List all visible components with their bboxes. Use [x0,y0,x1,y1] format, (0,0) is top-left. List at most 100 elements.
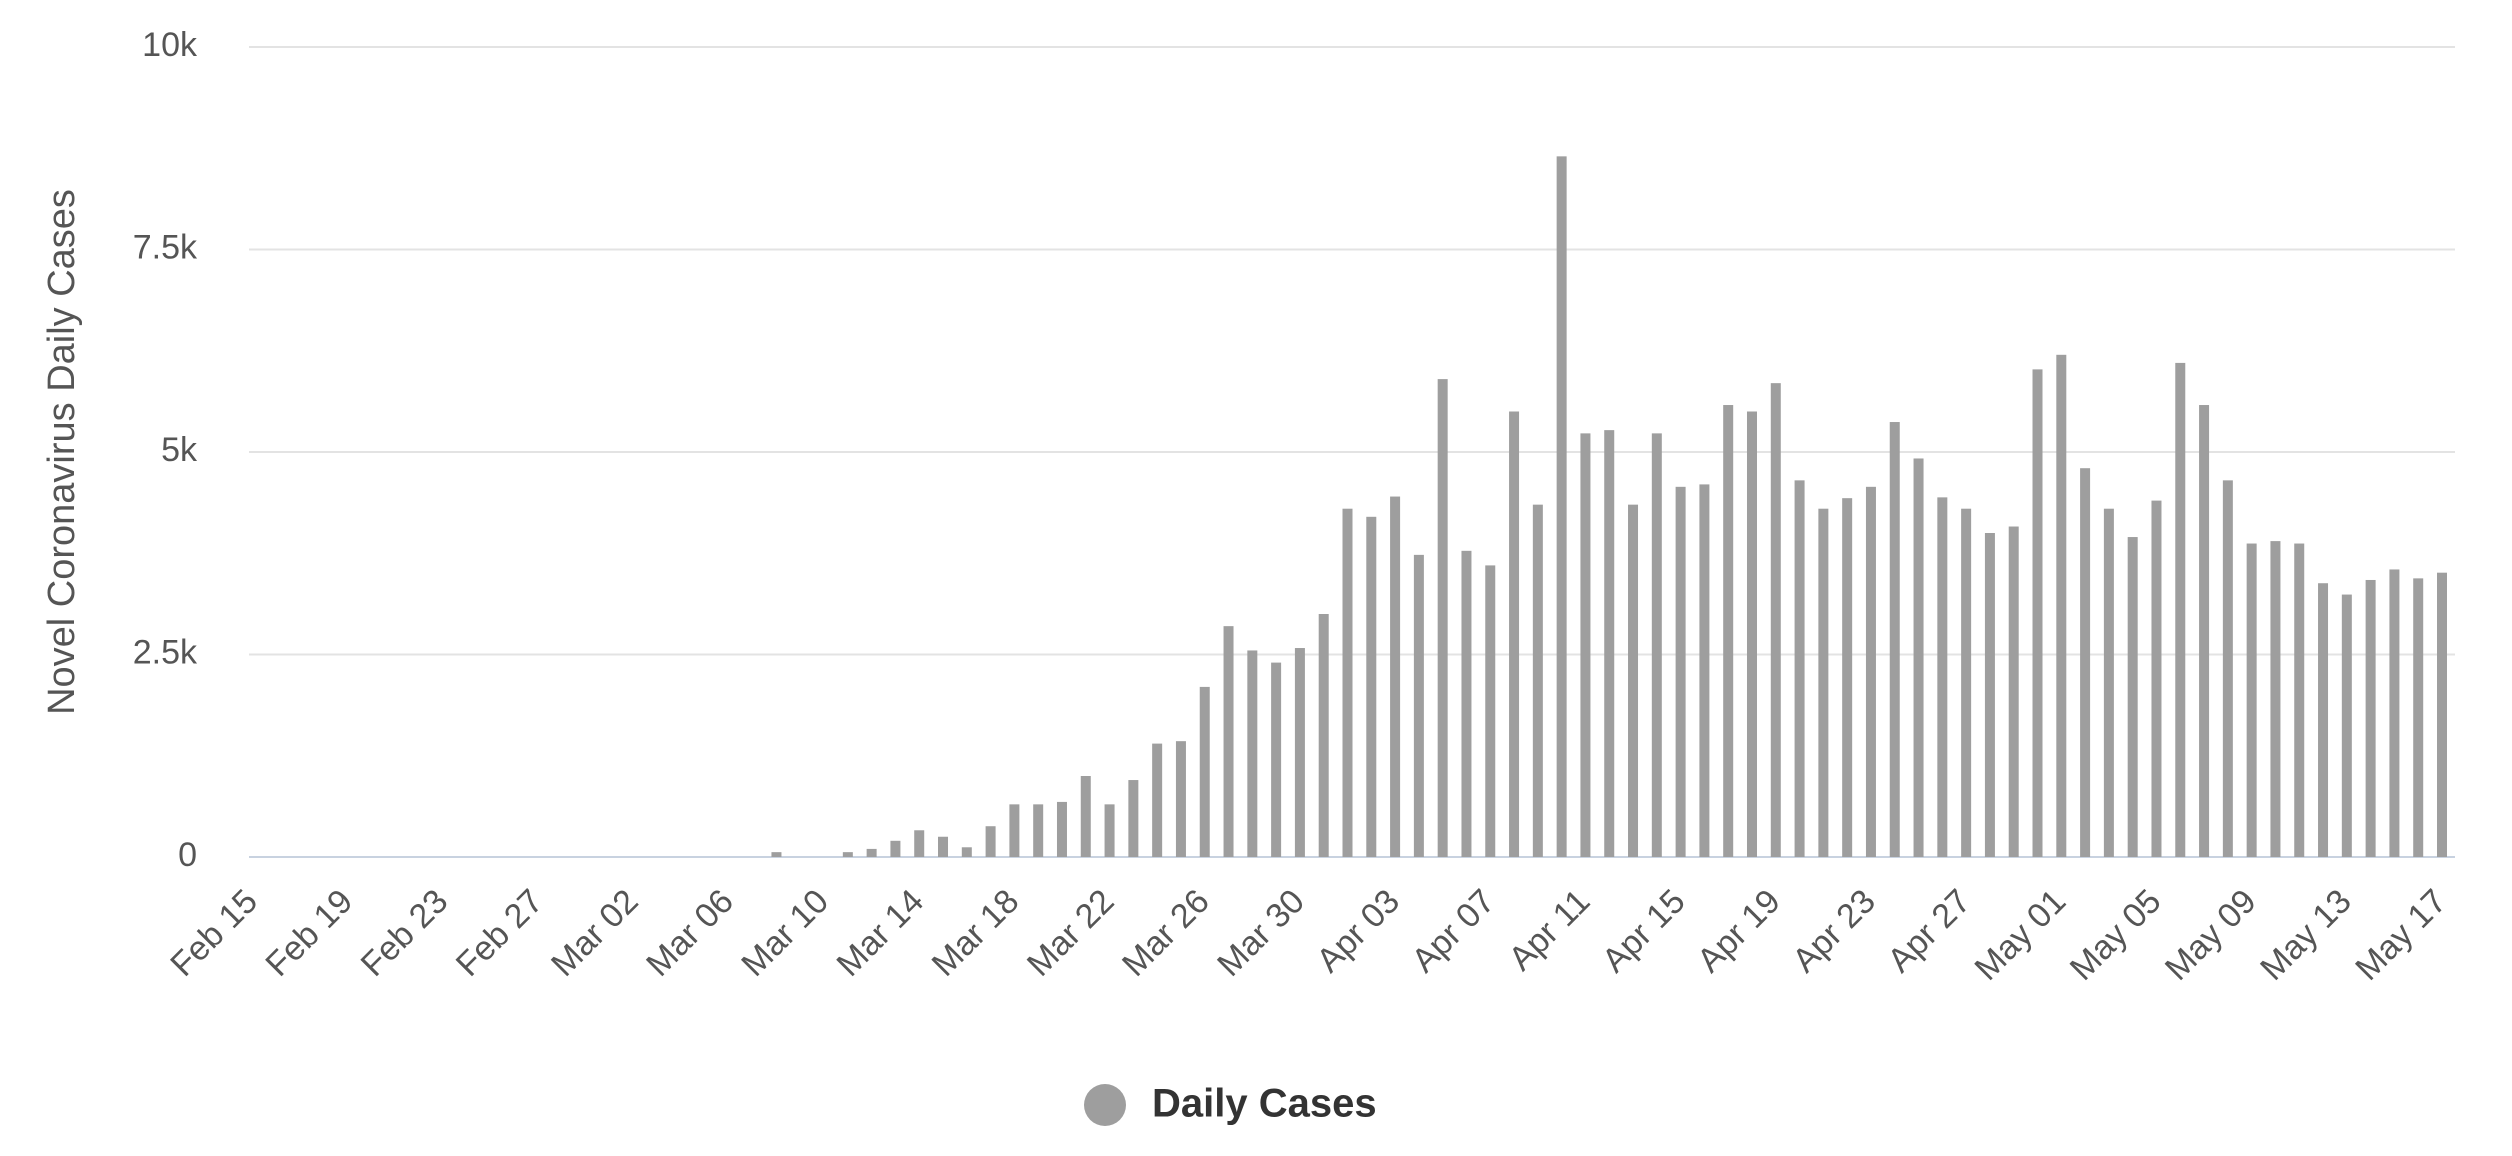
bar [1056,801,1067,857]
bar [914,830,925,857]
x-tick-label: Apr 11 [1502,882,1598,978]
bar [1366,516,1377,857]
x-tick-label: Feb 15 [163,882,265,984]
y-tick-label: 7.5k [133,228,198,266]
bar [2032,369,2043,857]
bar [1889,422,1900,857]
x-tick-label: Apr 15 [1595,882,1693,980]
bar [1104,804,1115,857]
bar [2318,583,2329,857]
bar [1294,648,1305,857]
x-tick-label: Apr 03 [1309,882,1407,980]
bar [1437,379,1448,857]
bar [2199,405,2210,857]
bar [1080,776,1091,857]
x-tick-label: Apr 07 [1405,882,1503,980]
y-tick-label: 0 [178,836,197,874]
bar [1913,458,1924,857]
bar [985,826,996,857]
bar [1937,497,1948,857]
bar [1009,804,1020,857]
bar [1699,484,1710,857]
x-tick-label: Mar 18 [925,882,1027,984]
bar [1152,743,1163,857]
bar [2270,541,2281,857]
bar [2080,468,2091,857]
bar [771,852,782,857]
x-tick-label: Mar 30 [1210,882,1312,984]
bar [1247,650,1258,857]
bar [2056,354,2067,857]
y-tick-label: 10k [142,26,198,64]
x-tick-label: Feb 23 [354,882,456,984]
x-tick-label: May 17 [2348,882,2454,988]
x-tick-label: Mar 06 [639,882,741,984]
bar [1604,430,1615,857]
y-tick-label: 5k [161,431,198,469]
bar [1842,498,1853,857]
x-tick-label: May 09 [2158,882,2264,988]
bar [2008,526,2019,857]
bar [1509,411,1520,857]
bar [2175,362,2186,857]
bar [866,848,877,857]
bar [2294,543,2305,857]
bar [1723,405,1734,857]
bar [2222,480,2233,857]
bar [1580,433,1591,857]
x-tick-label: Mar 02 [544,882,646,984]
x-tick-label: Mar 26 [1115,882,1217,984]
bar [1342,508,1353,857]
bar [1175,741,1186,857]
x-tick-label: Feb 19 [258,882,360,984]
bar [1628,504,1639,857]
x-tick-label: Mar 10 [734,882,836,984]
bar [1413,554,1424,857]
bar [1271,662,1282,857]
x-tick-label: Feb 27 [449,882,551,984]
bar [2437,572,2447,857]
bar [1128,780,1139,857]
bar [938,836,949,857]
bar [961,847,972,857]
x-tick-label: Apr 23 [1785,882,1883,980]
x-tick-label: Mar 22 [1020,882,1122,984]
bar [1794,480,1805,857]
bar [1199,686,1210,857]
bar [1675,486,1686,857]
bar [1223,626,1234,857]
x-tick-label: May 01 [1968,882,2074,988]
bar [1651,433,1662,857]
x-tick-label: Apr 19 [1690,882,1788,980]
bar [1818,508,1829,857]
bar [1984,533,1995,857]
bar [1461,550,1472,857]
bar [1390,496,1401,857]
bar [1318,614,1329,857]
y-tick-label: 2.5k [133,633,198,671]
bar [890,840,901,857]
bar [1033,804,1044,857]
bar [1556,156,1567,858]
bar [1961,508,1972,857]
bar [2127,537,2138,857]
bar [2341,594,2352,857]
bar [2103,508,2114,857]
x-tick-label: May 05 [2063,882,2169,988]
bar [2365,579,2376,857]
legend-marker [1084,1084,1126,1126]
legend-label: Daily Cases [1152,1082,1377,1126]
bar [1532,504,1543,857]
bar [1770,383,1781,857]
bar [2246,543,2257,857]
bar [1865,486,1876,857]
bar [2413,578,2424,857]
bar [1485,565,1496,857]
bar [2151,500,2162,857]
y-axis-label: Novel Coronavirus Daily Cases [41,189,83,715]
x-tick-label: Apr 27 [1880,882,1978,980]
bar [1746,411,1757,857]
bar [842,852,853,857]
bar [2389,569,2400,857]
